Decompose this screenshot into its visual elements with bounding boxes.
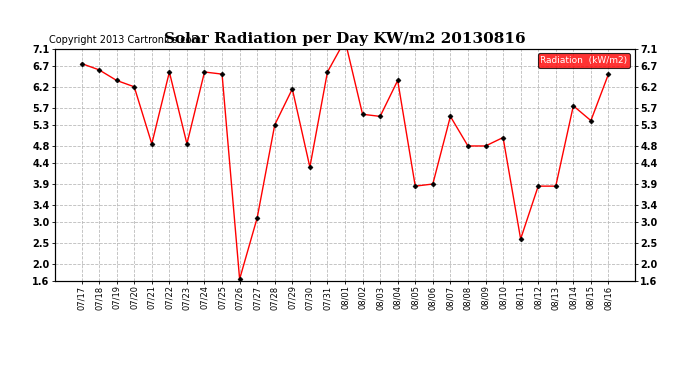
Legend: Radiation  (kW/m2): Radiation (kW/m2) <box>538 53 630 68</box>
Title: Solar Radiation per Day KW/m2 20130816: Solar Radiation per Day KW/m2 20130816 <box>164 32 526 46</box>
Text: Copyright 2013 Cartronics.com: Copyright 2013 Cartronics.com <box>50 35 201 45</box>
